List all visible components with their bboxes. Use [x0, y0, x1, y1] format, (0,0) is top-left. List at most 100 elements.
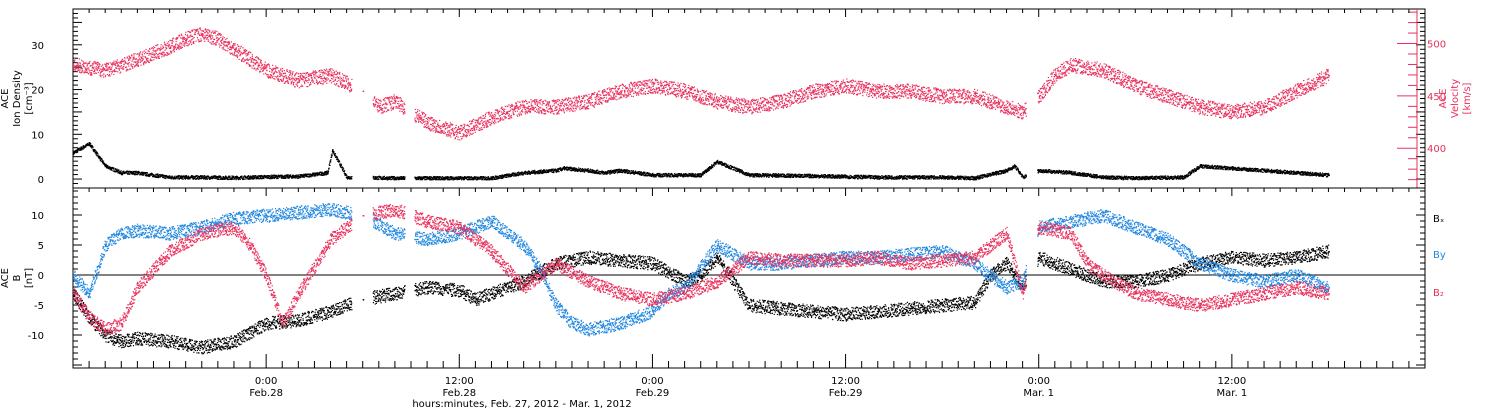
data-point [756, 173, 759, 175]
data-point [288, 177, 290, 179]
data-point [462, 179, 464, 181]
data-point [256, 177, 258, 179]
data-point [159, 174, 161, 176]
data-point [587, 168, 590, 170]
data-point [149, 175, 151, 177]
data-point [172, 177, 174, 179]
data-point [283, 176, 285, 178]
data-point [668, 172, 670, 175]
data-point [218, 176, 220, 179]
data-point [379, 176, 381, 178]
data-point [380, 177, 382, 179]
data-point [348, 176, 350, 178]
data-point [295, 177, 297, 179]
data-point [782, 173, 784, 175]
data-point [157, 175, 159, 177]
data-point [1013, 167, 1015, 169]
data-point [77, 148, 79, 150]
data-point [340, 163, 342, 165]
data-point [402, 178, 404, 180]
data-point [392, 178, 394, 180]
data-point [333, 151, 335, 153]
data-point [494, 177, 496, 179]
data-point [322, 174, 324, 176]
data-point [395, 179, 398, 181]
data-point [391, 178, 393, 180]
data-point [936, 178, 938, 180]
data-point [468, 176, 470, 178]
y-axis-label-line: [cm⁻³] [24, 82, 35, 114]
data-point [430, 177, 432, 179]
data-point [208, 177, 210, 179]
data-point [142, 173, 144, 175]
data-point [1012, 165, 1014, 167]
data-point [184, 177, 186, 179]
data-point [77, 148, 79, 150]
data-point [449, 176, 451, 178]
data-point [177, 176, 180, 178]
data-point [135, 170, 137, 172]
data-point [602, 173, 604, 175]
data-point [403, 176, 405, 178]
data-point [96, 155, 99, 157]
data-point [306, 175, 308, 177]
data-point [224, 178, 226, 180]
data-point [198, 175, 200, 178]
data-point [221, 178, 224, 180]
velocity-axis-label: ACEVelocity[km/s] [1438, 79, 1473, 118]
data-point [223, 176, 225, 178]
data-point [187, 176, 189, 178]
data-point [100, 160, 102, 163]
data-point [419, 179, 421, 181]
data-point [458, 178, 460, 180]
data-point [441, 176, 443, 178]
data-point [432, 177, 434, 179]
data-point [80, 149, 82, 151]
data-point [176, 175, 178, 177]
data-point [270, 174, 272, 176]
data-point [339, 165, 341, 167]
velocity-tick-label: 450 [1427, 92, 1446, 103]
data-point [127, 173, 129, 175]
data-point [378, 178, 380, 180]
data-point [228, 178, 230, 180]
data-point [114, 169, 116, 171]
data-point [150, 174, 152, 176]
data-point [473, 178, 475, 180]
data-point [303, 176, 305, 178]
data-point [252, 177, 254, 179]
data-point [329, 160, 331, 162]
data-point [174, 175, 176, 177]
data-point [241, 177, 243, 179]
data-point [323, 173, 325, 175]
data-point [141, 174, 143, 176]
data-point [340, 164, 343, 166]
data-point [194, 178, 196, 180]
data-point [214, 176, 216, 178]
data-point [243, 176, 245, 178]
data-point [704, 172, 706, 175]
data-point [396, 178, 398, 180]
data-point [261, 177, 264, 180]
top-frame [72, 8, 1426, 189]
data-point [112, 167, 114, 170]
data-point [397, 178, 400, 180]
data-point [261, 175, 263, 177]
data-point [214, 175, 216, 177]
data-point [263, 177, 265, 180]
data-point [314, 175, 316, 177]
data-point [655, 176, 657, 178]
data-point [259, 177, 261, 180]
data-point [260, 175, 262, 178]
data-point [227, 176, 229, 178]
data-point [83, 145, 85, 147]
data-point [92, 146, 94, 148]
data-point [438, 177, 440, 180]
data-point [717, 159, 719, 161]
data-point [760, 174, 762, 176]
data-point [455, 178, 457, 180]
data-point [229, 176, 231, 179]
data-point [440, 178, 442, 180]
